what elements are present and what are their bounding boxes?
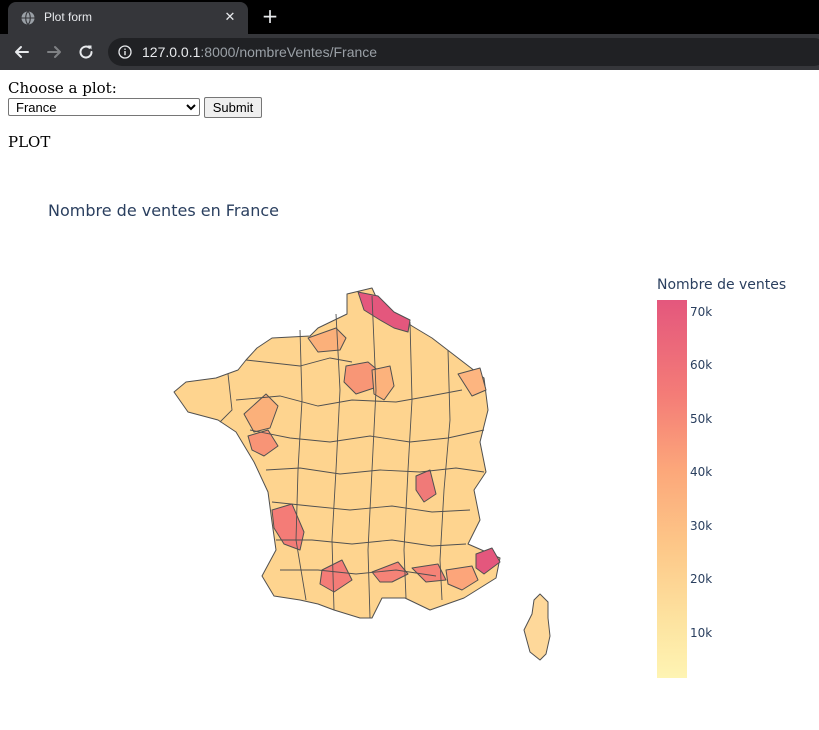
map-dept-alpes-maritimes xyxy=(475,547,501,575)
colorbar-tick-label: 70k xyxy=(690,305,713,319)
plot-select[interactable]: France xyxy=(8,98,200,116)
map-dept-haute-garonne xyxy=(319,559,353,593)
map-dept-paris-area xyxy=(371,365,395,401)
map-dept-herault xyxy=(371,561,409,583)
colorbar-tick-label: 10k xyxy=(690,626,713,640)
map-dept-bouches-du-rhone xyxy=(411,563,447,583)
france-choropleth-map[interactable] xyxy=(0,70,819,730)
submit-button[interactable]: Submit xyxy=(204,97,262,118)
browser-toolbar: 127.0.0.1:8000/nombreVentes/France xyxy=(0,34,819,70)
choose-plot-label: Choose a plot: xyxy=(8,79,117,97)
map-dept-nord xyxy=(357,291,411,333)
url-path: :8000/nombreVentes/France xyxy=(200,44,378,60)
address-bar[interactable]: 127.0.0.1:8000/nombreVentes/France xyxy=(108,38,819,66)
url-text[interactable]: 127.0.0.1:8000/nombreVentes/France xyxy=(142,44,377,60)
chart-title: Nombre de ventes en France xyxy=(48,201,280,220)
colorbar-tick-label: 50k xyxy=(690,412,713,426)
info-icon[interactable] xyxy=(118,45,132,59)
map-dept-vendee xyxy=(247,429,279,457)
reload-icon[interactable] xyxy=(73,39,99,65)
forward-arrow-icon[interactable] xyxy=(41,39,67,65)
colorbar-tick-label: 30k xyxy=(690,519,713,533)
map-dept-seine-maritime xyxy=(307,327,347,353)
colorbar-title: Nombre de ventes xyxy=(657,277,787,293)
url-host: 127.0.0.1 xyxy=(142,44,201,60)
back-arrow-icon[interactable] xyxy=(9,39,35,65)
browser-tab[interactable]: Plot form ✕ xyxy=(8,2,248,34)
plot-heading: PLOT xyxy=(8,133,51,151)
close-tab-icon[interactable]: ✕ xyxy=(224,10,236,25)
map-department-borders xyxy=(219,295,485,619)
tab-title: Plot form xyxy=(44,10,93,24)
colorbar-tick-label: 20k xyxy=(690,572,713,586)
globe-icon xyxy=(21,11,35,25)
map-corsica xyxy=(523,593,551,661)
page-content: Choose a plot: France Submit PLOT Nombre… xyxy=(0,70,819,730)
tab-bar: Plot form ✕ + xyxy=(0,0,819,34)
map-dept-haut-rhin xyxy=(457,367,487,397)
colorbar-tick-label: 60k xyxy=(690,358,713,372)
new-tab-icon[interactable]: + xyxy=(261,4,279,28)
colorbar-tick-label: 40k xyxy=(690,465,713,479)
colorbar-gradient xyxy=(657,300,687,678)
map-dept-var xyxy=(445,565,479,591)
